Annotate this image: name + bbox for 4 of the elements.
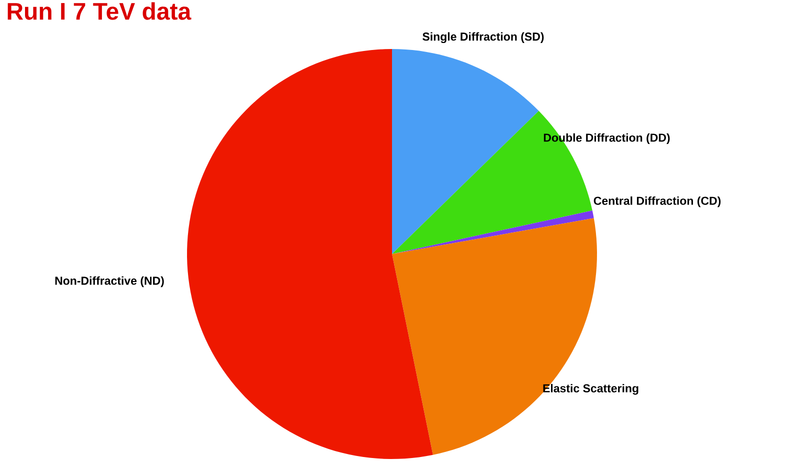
slice-label: Non-Diffractive (ND) [55,276,164,288]
slice-label: Central Diffraction (CD) [594,196,721,208]
chart-title: Run I 7 TeV data [8,2,192,20]
slice-label: Single Diffraction (SD) [422,32,544,44]
